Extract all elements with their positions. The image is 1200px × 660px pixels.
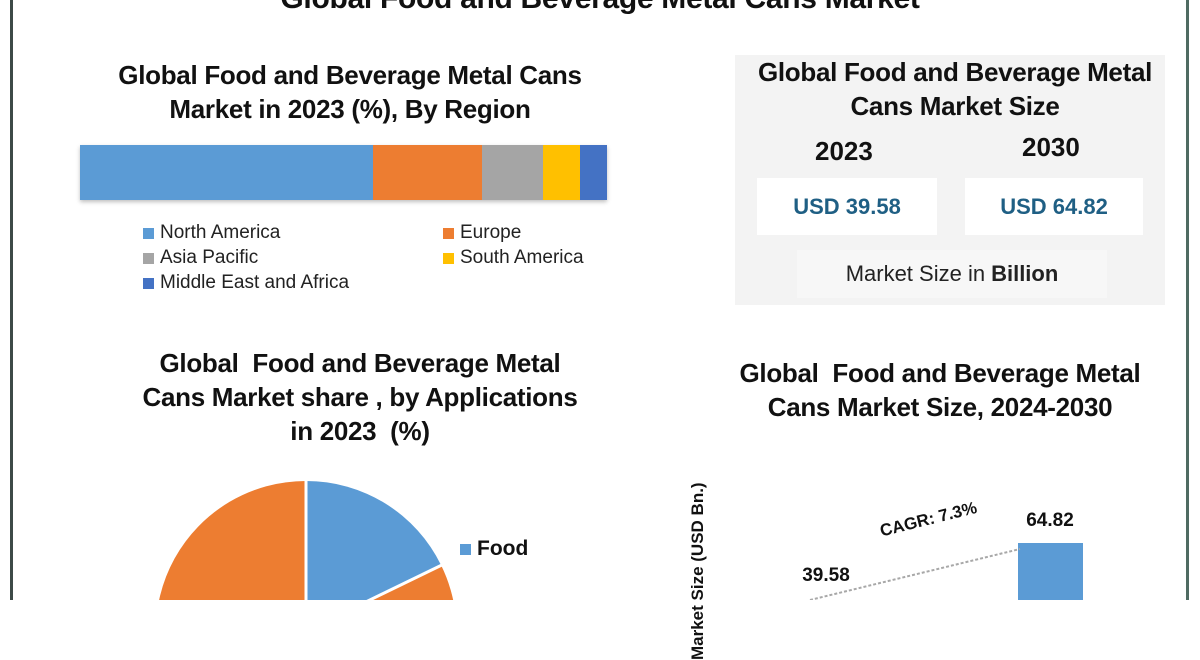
bar-2023-value: 39.58 xyxy=(802,565,850,586)
left-frame-border xyxy=(10,0,13,600)
segment-asia-pacific xyxy=(482,145,543,200)
cagr-trend-line xyxy=(809,548,1021,600)
legend-label: Asia Pacific xyxy=(160,247,259,268)
region-stacked-bar xyxy=(80,145,607,200)
forecast-title-line1: Global Food and Beverage Metal xyxy=(739,358,1141,388)
unit-label-box: Market Size in Billion xyxy=(797,250,1107,298)
value-2030: USD 64.82 xyxy=(1000,193,1108,219)
segment-europe xyxy=(373,145,482,200)
legend-swatch xyxy=(143,227,154,239)
unit-bold: Billion xyxy=(991,261,1059,286)
pie-slice-food xyxy=(306,480,441,600)
legend-item-north-america: North America xyxy=(143,222,280,244)
year-2030-label: 2030 xyxy=(1022,132,1080,162)
applications-title-line3: in 2023 (%) xyxy=(290,416,430,446)
value-2030-box: USD 64.82 xyxy=(965,178,1143,235)
market-size-title: Global Food and Beverage Metal Cans Mark… xyxy=(735,55,1175,123)
segment-north-america xyxy=(80,145,373,200)
legend-item-middle-east-africa: Middle East and Africa xyxy=(143,272,349,294)
bar-2030 xyxy=(1018,543,1083,600)
legend-label: South America xyxy=(460,247,584,268)
legend-swatch xyxy=(143,252,154,264)
legend-label: Middle East and Africa xyxy=(160,272,350,293)
legend-item-asia-pacific: Asia Pacific xyxy=(143,247,258,269)
applications-pie-chart xyxy=(159,480,454,600)
applications-title-line2: Cans Market share , by Applications xyxy=(142,382,578,412)
market-size-title-line1: Global Food and Beverage Metal xyxy=(757,57,1153,87)
legend-swatch xyxy=(460,543,471,555)
value-2023: USD 39.58 xyxy=(793,193,901,219)
legend-label: North America xyxy=(160,222,281,243)
forecast-bar-chart xyxy=(809,543,1083,600)
applications-chart-title: Global Food and Beverage Metal Cans Mark… xyxy=(100,346,620,448)
region-title-line1: Global Food and Beverage Metal Cans xyxy=(118,60,582,90)
region-chart-title: Global Food and Beverage Metal Cans Mark… xyxy=(80,58,620,126)
legend-label: Europe xyxy=(460,222,522,243)
legend-swatch xyxy=(443,227,454,239)
pie-slice-beverage xyxy=(159,481,306,600)
bar-2030-value: 64.82 xyxy=(1026,510,1074,531)
region-title-line2: Market in 2023 (%), By Region xyxy=(169,94,531,124)
forecast-chart-title: Global Food and Beverage Metal Cans Mark… xyxy=(700,356,1180,424)
value-2023-box: USD 39.58 xyxy=(757,178,937,235)
legend-swatch xyxy=(443,252,454,264)
legend-label: Food xyxy=(477,537,529,560)
segment-south-america xyxy=(543,145,580,200)
pie-legend-food: Food xyxy=(460,537,528,561)
legend-item-europe: Europe xyxy=(443,222,521,244)
legend-item-south-america: South America xyxy=(443,247,584,269)
page-title: Global Food and Beverage Metal Cans Mark… xyxy=(0,0,1200,16)
market-size-title-line2: Cans Market Size xyxy=(850,91,1060,121)
applications-title-line1: Global Food and Beverage Metal xyxy=(159,348,561,378)
segment-middle-east-africa xyxy=(580,145,607,200)
right-frame-border xyxy=(1186,0,1189,600)
forecast-title-line2: Cans Market Size, 2024-2030 xyxy=(767,392,1113,422)
legend-swatch xyxy=(143,277,154,289)
year-2023-label: 2023 xyxy=(815,136,873,166)
unit-prefix: Market Size in xyxy=(845,261,986,286)
